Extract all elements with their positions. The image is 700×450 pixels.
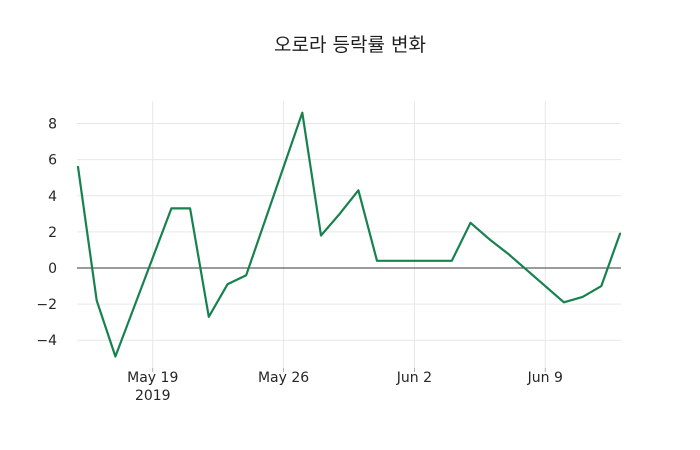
- y-tick-label: 8: [48, 117, 57, 133]
- y-tick-label: −4: [36, 333, 57, 349]
- series-line: [76, 111, 622, 358]
- x-tick-year-label: 2019: [135, 388, 171, 404]
- chart-title: 오로라 등락률 변화: [274, 34, 426, 56]
- y-tick-label: 2: [48, 225, 57, 241]
- x-tick-label: May 26: [258, 370, 309, 386]
- y-tick-label: 0: [48, 261, 57, 277]
- y-tick-label: −2: [36, 297, 57, 313]
- x-tick-label: Jun 2: [396, 370, 432, 386]
- y-tick-label: 4: [48, 189, 57, 205]
- x-tick-label: May 19: [127, 370, 178, 386]
- x-tick-label: Jun 9: [527, 370, 563, 386]
- y-tick-label: 6: [48, 153, 57, 169]
